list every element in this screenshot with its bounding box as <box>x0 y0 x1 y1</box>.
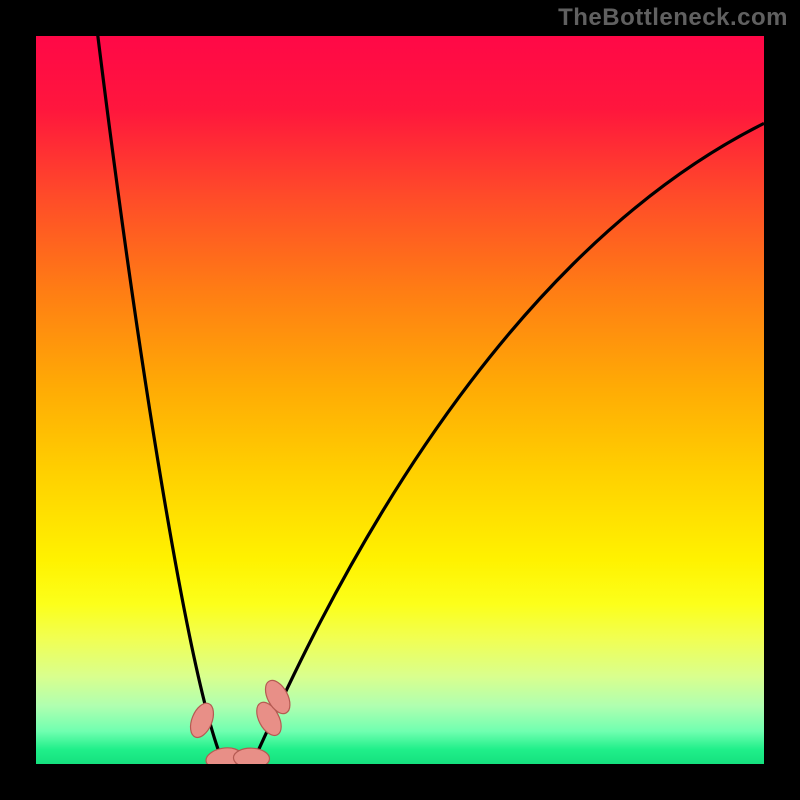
bottleneck-curve-chart <box>0 0 800 800</box>
chart-container: TheBottleneck.com <box>0 0 800 800</box>
watermark-text: TheBottleneck.com <box>558 4 788 32</box>
gradient-background <box>36 36 764 764</box>
